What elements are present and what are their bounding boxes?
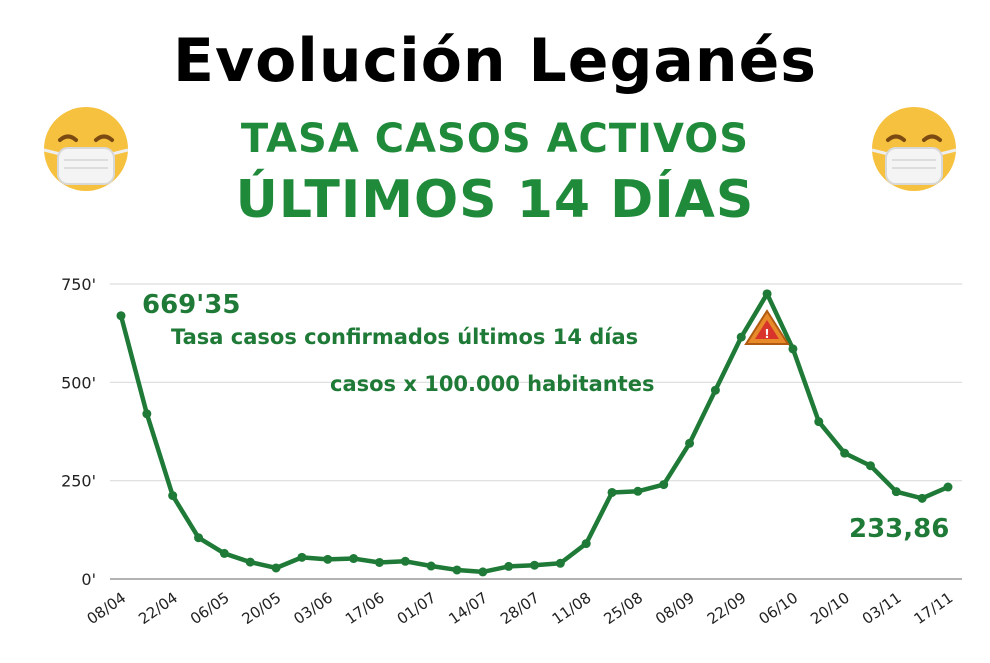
data-point — [555, 558, 565, 568]
grid-layer — [110, 283, 962, 580]
data-point — [917, 493, 927, 503]
data-point — [685, 438, 695, 448]
data-point — [194, 533, 204, 543]
data-point — [891, 487, 901, 497]
x-tick-label: 28/07 — [497, 589, 543, 629]
data-point — [504, 561, 514, 571]
page-title: Evolución Leganés — [172, 26, 818, 96]
annotation-description: Tasa casos confirmados últimos 14 días — [171, 325, 638, 349]
subtitle-line-2: ÚLTIMOS 14 DÍAS — [235, 170, 755, 230]
data-point — [245, 557, 255, 567]
data-point — [814, 417, 824, 427]
data-point — [710, 385, 720, 395]
data-point — [116, 311, 126, 321]
mask-face-emoji-icon — [43, 107, 129, 191]
data-point — [349, 554, 359, 564]
data-point — [788, 344, 798, 354]
y-tick-label: 500' — [61, 373, 96, 392]
x-tick-label: 17/11 — [911, 589, 957, 629]
x-tick-label: 06/05 — [187, 589, 233, 629]
x-tick-label: 11/08 — [549, 589, 595, 629]
data-point — [142, 409, 152, 419]
data-point — [736, 332, 746, 342]
mask-face-emoji-icon — [871, 107, 957, 191]
data-point — [323, 554, 333, 564]
x-tick-label: 17/06 — [342, 589, 388, 629]
x-tick-label: 22/09 — [704, 589, 750, 629]
y-axis-ticks: 0' 250' 500' 750' — [61, 275, 96, 589]
y-tick-label: 0' — [81, 570, 96, 589]
x-tick-label: 06/10 — [755, 589, 801, 629]
data-point — [168, 491, 178, 501]
x-tick-label: 08/04 — [84, 589, 130, 629]
data-point — [271, 563, 281, 573]
data-point — [452, 565, 462, 575]
data-point — [219, 548, 229, 558]
data-point — [762, 289, 772, 299]
x-tick-label: 25/08 — [600, 589, 646, 629]
data-point — [607, 487, 617, 497]
x-tick-label: 22/04 — [135, 589, 181, 629]
annotation-last-value: 233,86 — [849, 514, 949, 544]
x-tick-label: 03/06 — [290, 589, 336, 629]
annotation-units: casos x 100.000 habitantes — [330, 372, 654, 396]
data-point — [633, 486, 643, 496]
data-point — [581, 539, 591, 549]
data-point — [659, 480, 669, 490]
x-tick-label: 08/09 — [652, 589, 698, 629]
data-point — [530, 560, 539, 570]
svg-text:!: ! — [764, 327, 769, 341]
annotation-first-value: 669'35 — [142, 290, 240, 320]
y-tick-label: 250' — [61, 472, 96, 491]
series-points — [116, 289, 953, 577]
data-point — [426, 561, 436, 571]
data-point — [943, 482, 953, 492]
data-point — [478, 567, 488, 577]
x-tick-label: 01/07 — [394, 589, 440, 629]
data-point — [374, 557, 384, 567]
x-tick-label: 03/11 — [859, 589, 905, 629]
data-point — [400, 556, 410, 566]
data-point — [297, 552, 307, 562]
x-tick-label: 20/05 — [239, 589, 285, 629]
subtitle-line-1: TASA CASOS ACTIVOS — [240, 116, 750, 162]
data-point — [840, 448, 850, 458]
warning-triangle-icon: ! — [744, 309, 790, 345]
y-tick-label: 750' — [61, 275, 96, 294]
x-axis-ticks: 08/04 22/04 06/05 20/05 03/06 17/06 01/07 14/07… — [84, 589, 957, 629]
x-tick-label: 14/07 — [445, 589, 491, 629]
x-tick-label: 20/10 — [807, 589, 853, 629]
data-point — [865, 461, 875, 471]
